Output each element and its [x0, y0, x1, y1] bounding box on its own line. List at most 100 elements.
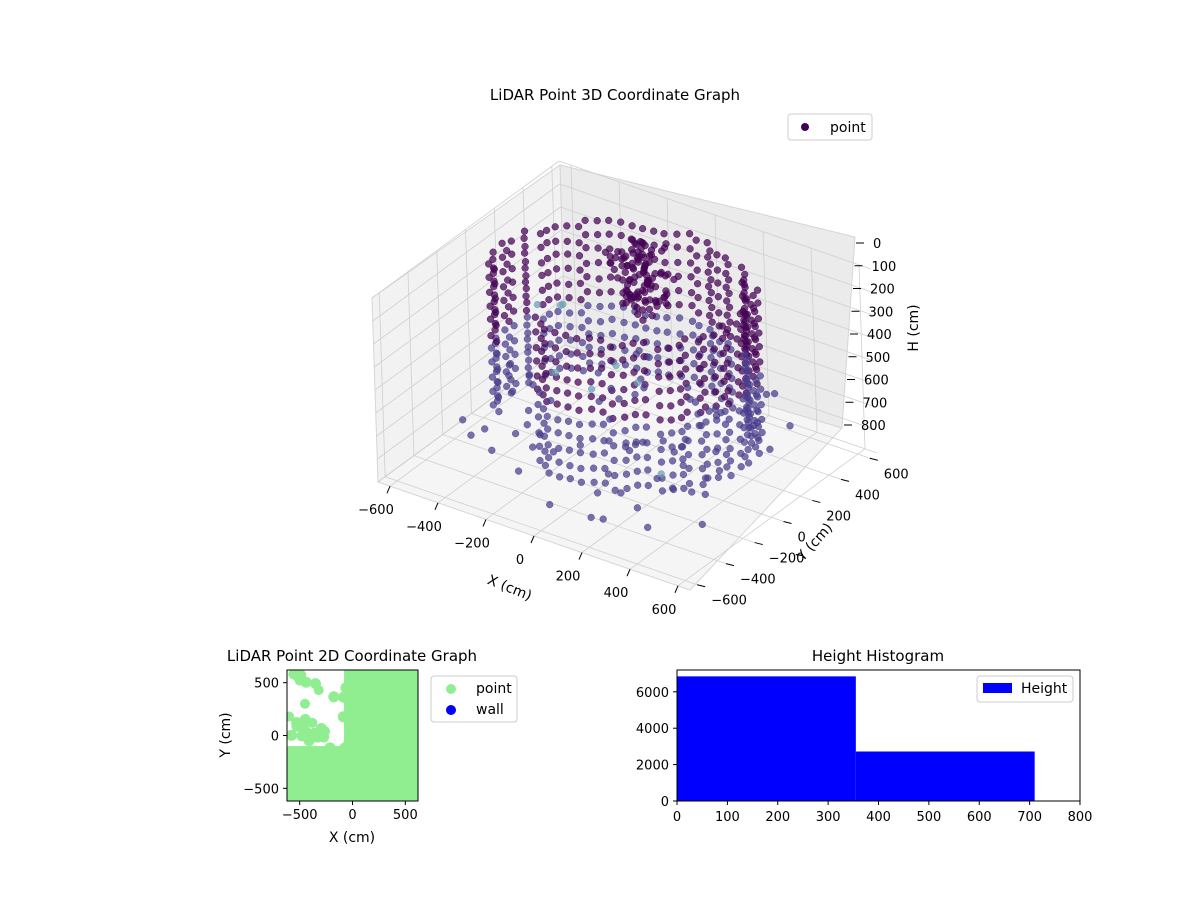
plot3d-point — [647, 251, 655, 259]
plot3d-point — [639, 438, 647, 446]
plot2d-xtick-label: −500 — [282, 808, 318, 823]
plot3d-axes: −600 −400 −200 0 200 400 600 −600 −400 −200 0 200 40… — [358, 237, 908, 618]
plot3d-ytick-label: 400 — [855, 488, 880, 503]
plot3d-point — [635, 346, 643, 355]
plot3d-point — [583, 273, 591, 281]
plot2d-axes: −500 0 500 500 0 −500 — [243, 677, 417, 823]
plot3d-point — [703, 239, 711, 247]
plot3d-point — [593, 217, 601, 225]
plot3d-point — [514, 467, 523, 475]
plot3d-point — [720, 364, 728, 373]
plot3d-point — [657, 470, 665, 478]
plot3d-point — [640, 367, 649, 375]
plot2d-point — [335, 775, 347, 787]
plot3d-point — [757, 401, 765, 409]
plot3d-point — [542, 226, 551, 235]
plot3d-point — [675, 314, 684, 322]
plot3d-point — [655, 373, 663, 381]
plot3d-point — [723, 463, 731, 471]
plot3d-point — [611, 471, 619, 480]
plot2d-point — [369, 673, 381, 685]
histogram-legend: Height — [976, 675, 1074, 703]
plot3d-point — [507, 237, 515, 245]
plot3d-point — [555, 444, 563, 453]
plot3d-point — [486, 315, 495, 323]
plot3d-point — [752, 376, 760, 384]
plot3d-point — [576, 266, 584, 274]
plot3d-point — [770, 389, 779, 398]
plot3d-point — [522, 306, 531, 315]
plot3d-point — [656, 402, 664, 410]
histogram: Height Histogram 0 100 200 300 400 500 600 700 8… — [636, 647, 1093, 825]
plot3d-point — [685, 464, 693, 473]
plot3d-point — [586, 350, 594, 358]
plot3d-point — [689, 346, 698, 354]
plot3d-point — [610, 265, 618, 274]
plot3d-point — [589, 464, 598, 472]
plot3d-point — [575, 252, 584, 260]
plot3d-point — [667, 402, 675, 410]
plot3d-point — [755, 343, 763, 351]
plot2d-point — [305, 779, 317, 791]
plot3d-legend: point — [787, 113, 873, 141]
plot3d-point — [581, 231, 590, 239]
plot3d-point — [522, 284, 530, 293]
plot3d-point — [620, 385, 628, 394]
plot3d-point — [739, 307, 747, 315]
plot2d-point — [294, 675, 305, 686]
plot3d: LiDAR Point 3D Coordinate Graph −600 −400… — [358, 86, 922, 618]
plot2d-point — [287, 711, 295, 722]
plot3d-point — [537, 320, 545, 328]
plot3d-point — [629, 354, 638, 362]
plot3d-point — [566, 475, 574, 483]
plot3d-point — [706, 260, 715, 268]
plot3d-point — [688, 317, 697, 325]
plot3d-ytick — [754, 542, 763, 546]
plot3d-point — [608, 400, 617, 408]
plot3d-point — [639, 316, 647, 324]
plot3d-point — [758, 428, 766, 437]
plot3d-point — [714, 293, 722, 301]
plot3d-point — [467, 431, 475, 439]
plot3d-point — [708, 303, 716, 312]
plot2d-point — [375, 706, 387, 718]
grid-left-z — [377, 344, 566, 483]
plot3d-ztick-label: 200 — [870, 283, 895, 298]
plot3d-point — [679, 461, 687, 470]
plot3d-point — [617, 489, 625, 497]
plot2d-point — [307, 717, 318, 728]
plot3d-point — [578, 323, 586, 332]
plot2d-point — [328, 691, 340, 703]
grid-left-z — [371, 160, 560, 299]
plot3d-point — [575, 420, 584, 429]
plot3d-point — [576, 449, 585, 457]
plot3d-point — [704, 253, 712, 261]
plot3d-point — [619, 299, 627, 307]
plot3d-point — [638, 224, 647, 233]
plot3d-point — [540, 419, 548, 427]
plot2d-point — [353, 787, 365, 799]
plot3d-point — [653, 474, 661, 483]
plot3d-point — [564, 264, 572, 272]
plot3d-point — [552, 237, 560, 245]
plot3d-xtick-label: −400 — [406, 520, 442, 535]
plot3d-point — [690, 373, 698, 381]
plot3d-point — [714, 279, 722, 287]
plot3d-point — [719, 334, 727, 343]
plot3d-point — [510, 337, 519, 345]
plot3d-point — [459, 416, 467, 424]
plot3d-point — [489, 387, 497, 395]
plot3d-grid — [371, 160, 878, 587]
plot3d-ytick — [697, 584, 706, 588]
plot3d-point — [710, 331, 718, 339]
plot3d-point — [698, 520, 706, 529]
plot3d-point — [702, 431, 711, 439]
plot3d-point — [713, 430, 721, 438]
plot3d-point — [485, 260, 493, 268]
plot3d-point — [646, 296, 654, 304]
plot3d-point — [689, 331, 697, 339]
plot3d-point — [552, 250, 560, 258]
plot3d-point — [537, 259, 546, 267]
plot3d-point — [628, 246, 636, 254]
plot2d-point — [313, 685, 324, 696]
